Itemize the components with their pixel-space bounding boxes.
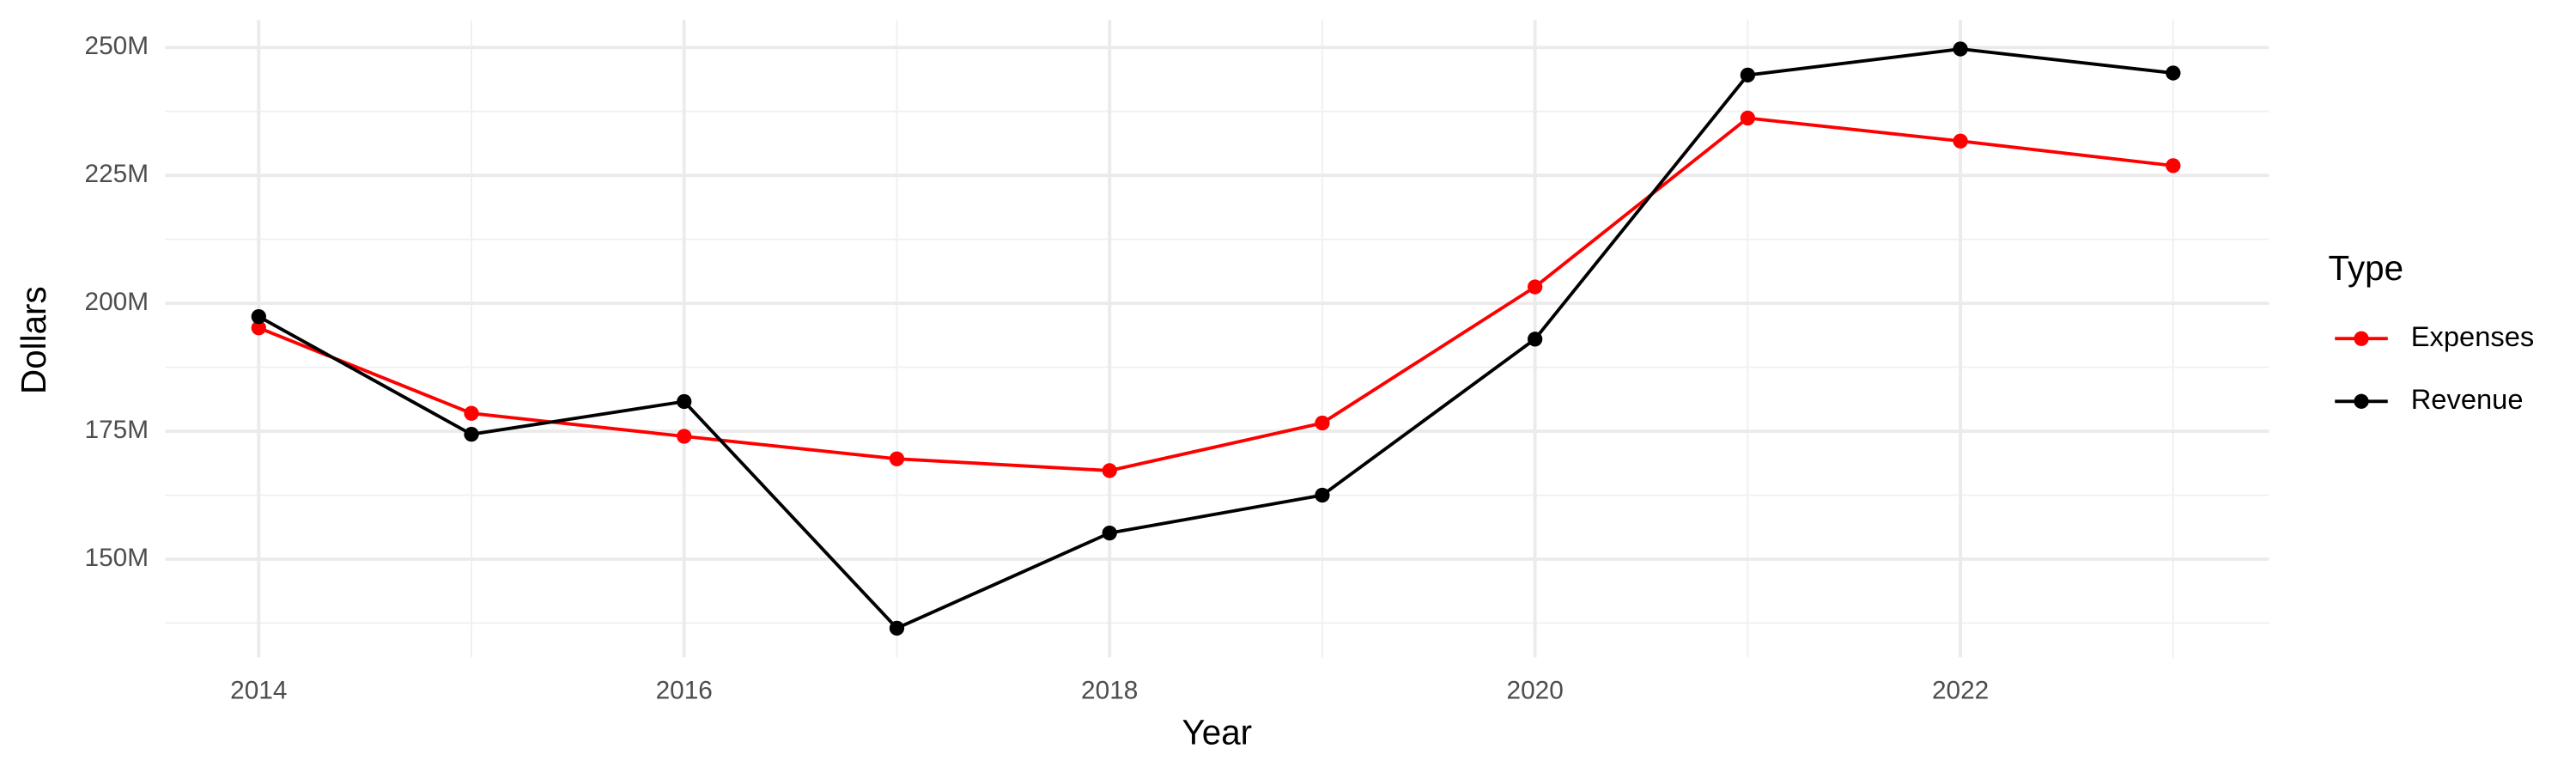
data-point	[677, 429, 692, 444]
data-point	[251, 308, 266, 325]
plot-marks	[251, 41, 2181, 636]
data-point	[1102, 525, 1117, 541]
data-point	[1953, 133, 1968, 149]
legend-label: Revenue	[2411, 383, 2524, 415]
x-tick-label: 2022	[1932, 677, 1989, 705]
series-line	[258, 116, 2174, 472]
data-point	[1740, 110, 1756, 126]
legend-marker	[2354, 393, 2369, 409]
data-point	[464, 426, 479, 442]
x-tick-label: 2016	[656, 677, 713, 705]
y-tick-label: 175M	[85, 416, 149, 444]
data-point	[1528, 279, 1543, 295]
data-point	[1315, 415, 1330, 431]
y-tick-label: 250M	[85, 32, 149, 60]
x-tick-label: 2020	[1507, 677, 1564, 705]
y-tick-label: 150M	[85, 544, 149, 572]
data-point	[464, 405, 479, 421]
data-point	[889, 620, 905, 636]
data-point	[1102, 463, 1117, 478]
data-point	[2166, 158, 2181, 173]
grid	[165, 20, 2269, 658]
x-tick-label: 2014	[230, 677, 287, 705]
data-point	[1740, 67, 1756, 83]
data-point	[2166, 65, 2181, 81]
legend-label: Expenses	[2411, 320, 2535, 352]
data-point	[889, 451, 905, 466]
y-tick-label: 200M	[85, 288, 149, 316]
data-point	[251, 320, 266, 336]
x-tick-label: 2018	[1081, 677, 1138, 705]
data-point	[677, 393, 692, 410]
y-axis-title: Dollars	[14, 286, 53, 394]
x-axis-title: Year	[1182, 712, 1253, 752]
legend-marker	[2354, 331, 2369, 346]
y-tick-label: 225M	[85, 160, 149, 188]
data-point	[1528, 332, 1543, 347]
legend-title: Type	[2329, 248, 2404, 288]
data-point	[1953, 41, 1968, 57]
series-line	[258, 47, 2174, 630]
data-point	[1315, 487, 1330, 503]
